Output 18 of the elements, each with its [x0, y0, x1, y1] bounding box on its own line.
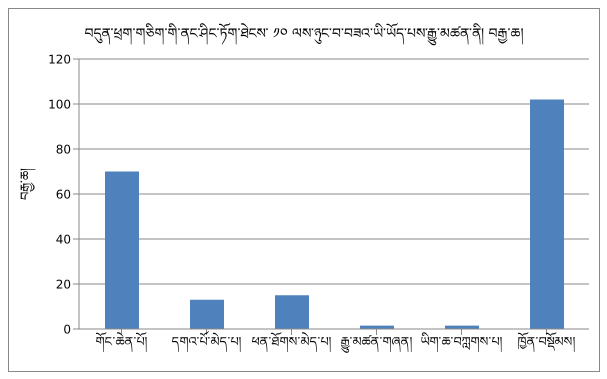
x-tick-label: ཡིག་ཆ་བཀླགས་པ། [420, 332, 502, 354]
bar [105, 172, 139, 329]
x-tick-label: གོང་ཆེན་པོ། [96, 331, 148, 354]
x-tick-label: རྒྱུ་མཚན་གཞན། [340, 334, 412, 354]
bar [530, 100, 564, 329]
y-axis-title: བརྒྱ་ཆ། [18, 168, 36, 200]
y-tick-label: 0 [63, 322, 71, 336]
y-tick-label: 20 [56, 277, 71, 292]
x-tick-label: ཁྱོན་བསྡོམས། [518, 331, 576, 354]
y-tick-label: 120 [48, 52, 71, 66]
x-tick-label: དགའ་པོ་མེད་པ། [172, 330, 242, 354]
y-tick-label: 60 [56, 187, 71, 202]
y-tick-label: 100 [48, 97, 71, 112]
x-tick-label: ཕན་ཐོགས་མེད་པ། [252, 331, 332, 354]
bar [190, 300, 224, 329]
bar [275, 295, 309, 329]
y-tick-label: 40 [56, 232, 71, 246]
y-tick-label: 80 [56, 142, 71, 156]
